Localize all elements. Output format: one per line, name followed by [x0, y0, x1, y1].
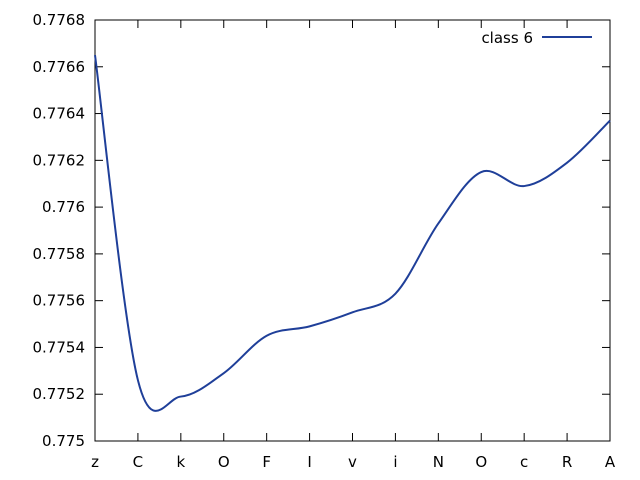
y-tick-label: 0.7764 [33, 105, 86, 123]
series-layer [94, 54, 611, 412]
x-tick-label: I [307, 453, 311, 471]
x-tick-label: v [348, 453, 357, 471]
y-tick-label: 0.7754 [33, 338, 86, 356]
x-tick-label: N [433, 453, 444, 471]
plot-border [94, 19, 611, 442]
legend: class 6 [481, 29, 592, 47]
x-tick-label: C [133, 453, 143, 471]
series-line-class-6 [94, 54, 611, 412]
y-tick-label: 0.7756 [33, 292, 86, 310]
x-tick-label: i [393, 453, 397, 471]
x-tick-label: O [218, 453, 230, 471]
x-tick-label: F [262, 453, 271, 471]
plot-frame [94, 19, 611, 442]
y-tick-label: 0.775 [42, 432, 85, 450]
x-tick-label: c [520, 453, 528, 471]
legend-entry-class-6: class 6 [481, 29, 533, 47]
y-tick-label: 0.776 [42, 198, 85, 216]
y-tick-label: 0.7766 [33, 58, 86, 76]
x-tick-label: A [605, 453, 616, 471]
y-tick-label: 0.7758 [33, 245, 86, 263]
y-tick-label: 0.7768 [33, 11, 86, 29]
x-tick-label: R [562, 453, 572, 471]
axis-ticks: 0.775 0.7752 0.7754 0.7756 0.7758 0.776 0.7762… [33, 11, 616, 471]
x-tick-label: O [475, 453, 487, 471]
y-tick-label: 0.7762 [33, 151, 86, 169]
x-tick-label: k [176, 453, 185, 471]
x-tick-label: z [91, 453, 99, 471]
y-tick-label: 0.7752 [33, 385, 86, 403]
